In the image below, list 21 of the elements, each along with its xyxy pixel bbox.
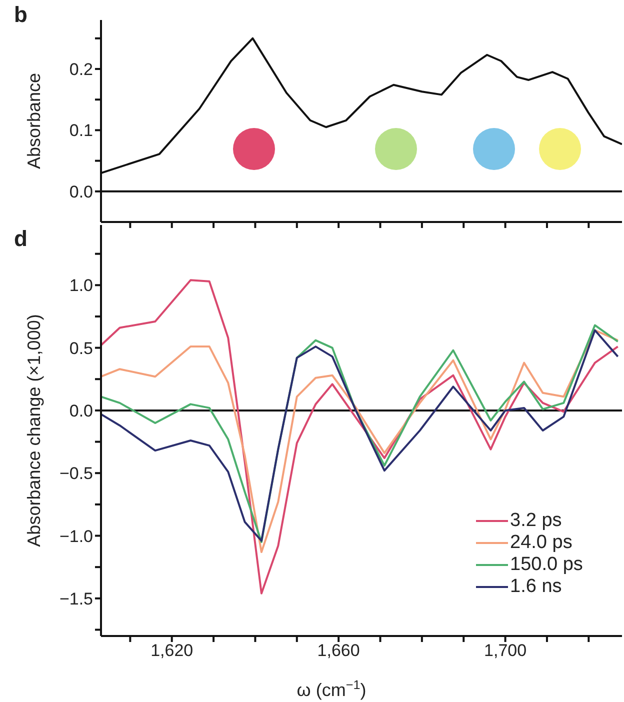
y-tick-label: 0.0 — [69, 182, 93, 202]
y-tick-label: 0.5 — [69, 338, 93, 358]
chart-title: d — [14, 226, 28, 252]
legend-label: 3.2 ps — [510, 510, 562, 532]
legend-label: 150.0 ps — [510, 554, 583, 576]
y-axis-title: Absorbance change (×1,000) — [24, 314, 44, 547]
x-axis-title: ω (cm$^{−1}$) — [296, 678, 366, 700]
y-tick-label: 0.1 — [69, 121, 93, 140]
y-tick-label: −1.5 — [59, 589, 93, 608]
y-tick-label: 0.0 — [69, 401, 93, 420]
y-axis-title: Absorbance — [24, 72, 44, 170]
y-tick-label: 1.0 — [69, 276, 93, 296]
y-tick-label: 0.2 — [69, 60, 93, 80]
x-tick-label: 1,660 — [317, 641, 360, 660]
chart-title: b — [14, 2, 28, 28]
legend-label: 1.6 ns — [510, 576, 562, 598]
y-tick-label: −1.0 — [59, 526, 93, 546]
legend-label: 24.0 ps — [510, 532, 572, 554]
x-tick-label: 1,620 — [150, 641, 194, 660]
y-tick-label: −0.5 — [59, 464, 93, 484]
x-tick-label: 1,700 — [484, 641, 527, 660]
